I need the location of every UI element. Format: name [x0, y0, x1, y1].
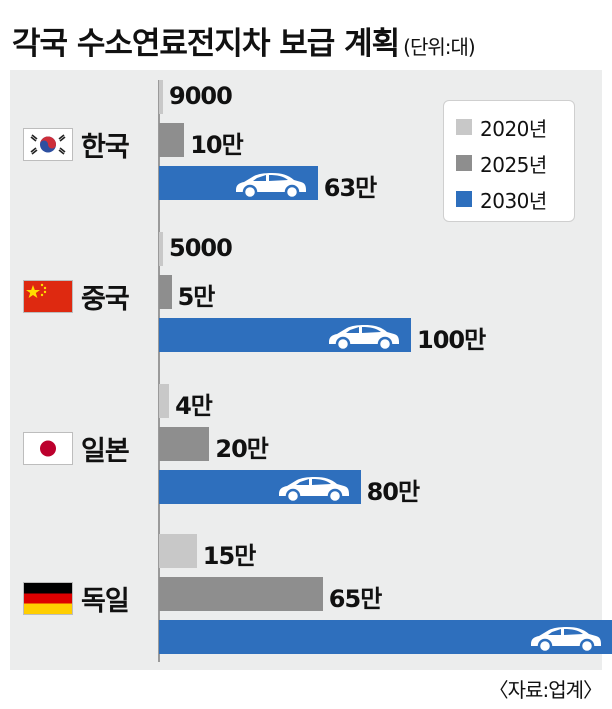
bar-germany-2025: [159, 577, 323, 611]
data-label-china-2030: 100만: [417, 320, 485, 355]
legend-label-2020: 2020년: [480, 113, 547, 142]
data-label-china-2020: 5000: [169, 234, 232, 262]
data-label-korea-2025: 10만: [190, 125, 242, 160]
car-icon: [273, 470, 353, 508]
country-name-japan: 일본: [81, 429, 129, 468]
legend-swatch-2020: [456, 119, 472, 135]
bar-china-2020: [159, 232, 163, 266]
data-label-china-2025: 5만: [178, 277, 215, 312]
chart-title: 각국 수소연료전지차 보급 계획 (단위:대): [12, 18, 475, 63]
legend-item-2030: 2030년: [444, 181, 574, 217]
data-label-germany-2020: 15만: [203, 536, 255, 571]
data-label-korea-2030: 63만: [324, 168, 376, 203]
data-label-korea-2020: 9000: [169, 82, 232, 110]
unit-label: (단위:대): [403, 35, 475, 59]
flag-japan-icon: [23, 432, 73, 465]
legend-item-2020: 2020년: [444, 109, 574, 145]
flag-china-icon: [23, 280, 73, 313]
legend-swatch-2025: [456, 155, 472, 171]
legend-label-2030: 2030년: [480, 185, 547, 214]
source-note: 〈자료:업계〉: [489, 674, 602, 703]
bar-china-2025: [159, 275, 172, 309]
bar-germany-2020: [159, 534, 197, 568]
flag-korea-icon: [23, 128, 73, 161]
car-icon: [323, 318, 403, 356]
legend-item-2025: 2025년: [444, 145, 574, 181]
bar-korea-2020: [159, 80, 163, 114]
chart-legend: 2020년 2025년 2030년: [443, 100, 575, 222]
car-icon: [230, 166, 310, 204]
legend-label-2025: 2025년: [480, 149, 547, 178]
data-label-japan-2025: 20만: [215, 429, 267, 464]
data-label-japan-2020: 4만: [175, 386, 212, 421]
flag-germany-icon: [23, 582, 73, 615]
data-label-japan-2030: 80만: [367, 472, 419, 507]
car-icon: [525, 620, 605, 658]
country-label-korea: 한국: [23, 125, 129, 164]
country-label-germany: 독일: [23, 579, 129, 618]
country-name-china: 중국: [81, 277, 129, 316]
bar-japan-2025: [159, 427, 209, 461]
data-label-germany-2025: 65만: [329, 579, 381, 614]
legend-swatch-2030: [456, 191, 472, 207]
bar-japan-2020: [159, 384, 169, 418]
country-label-japan: 일본: [23, 429, 129, 468]
country-name-korea: 한국: [81, 125, 129, 164]
country-label-china: 중국: [23, 277, 129, 316]
country-name-germany: 독일: [81, 579, 129, 618]
bar-korea-2025: [159, 123, 184, 157]
